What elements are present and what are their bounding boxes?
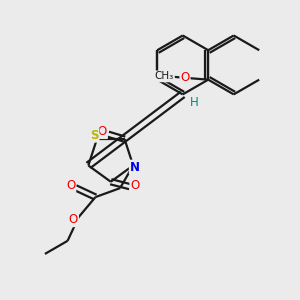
Text: H: H	[190, 96, 199, 109]
Text: O: O	[98, 125, 107, 138]
Text: O: O	[130, 179, 140, 193]
Text: CH₃: CH₃	[155, 71, 174, 81]
Text: N: N	[130, 160, 140, 174]
Text: O: O	[69, 213, 78, 226]
Text: O: O	[180, 71, 190, 84]
Text: O: O	[66, 178, 75, 192]
Text: S: S	[90, 129, 98, 142]
